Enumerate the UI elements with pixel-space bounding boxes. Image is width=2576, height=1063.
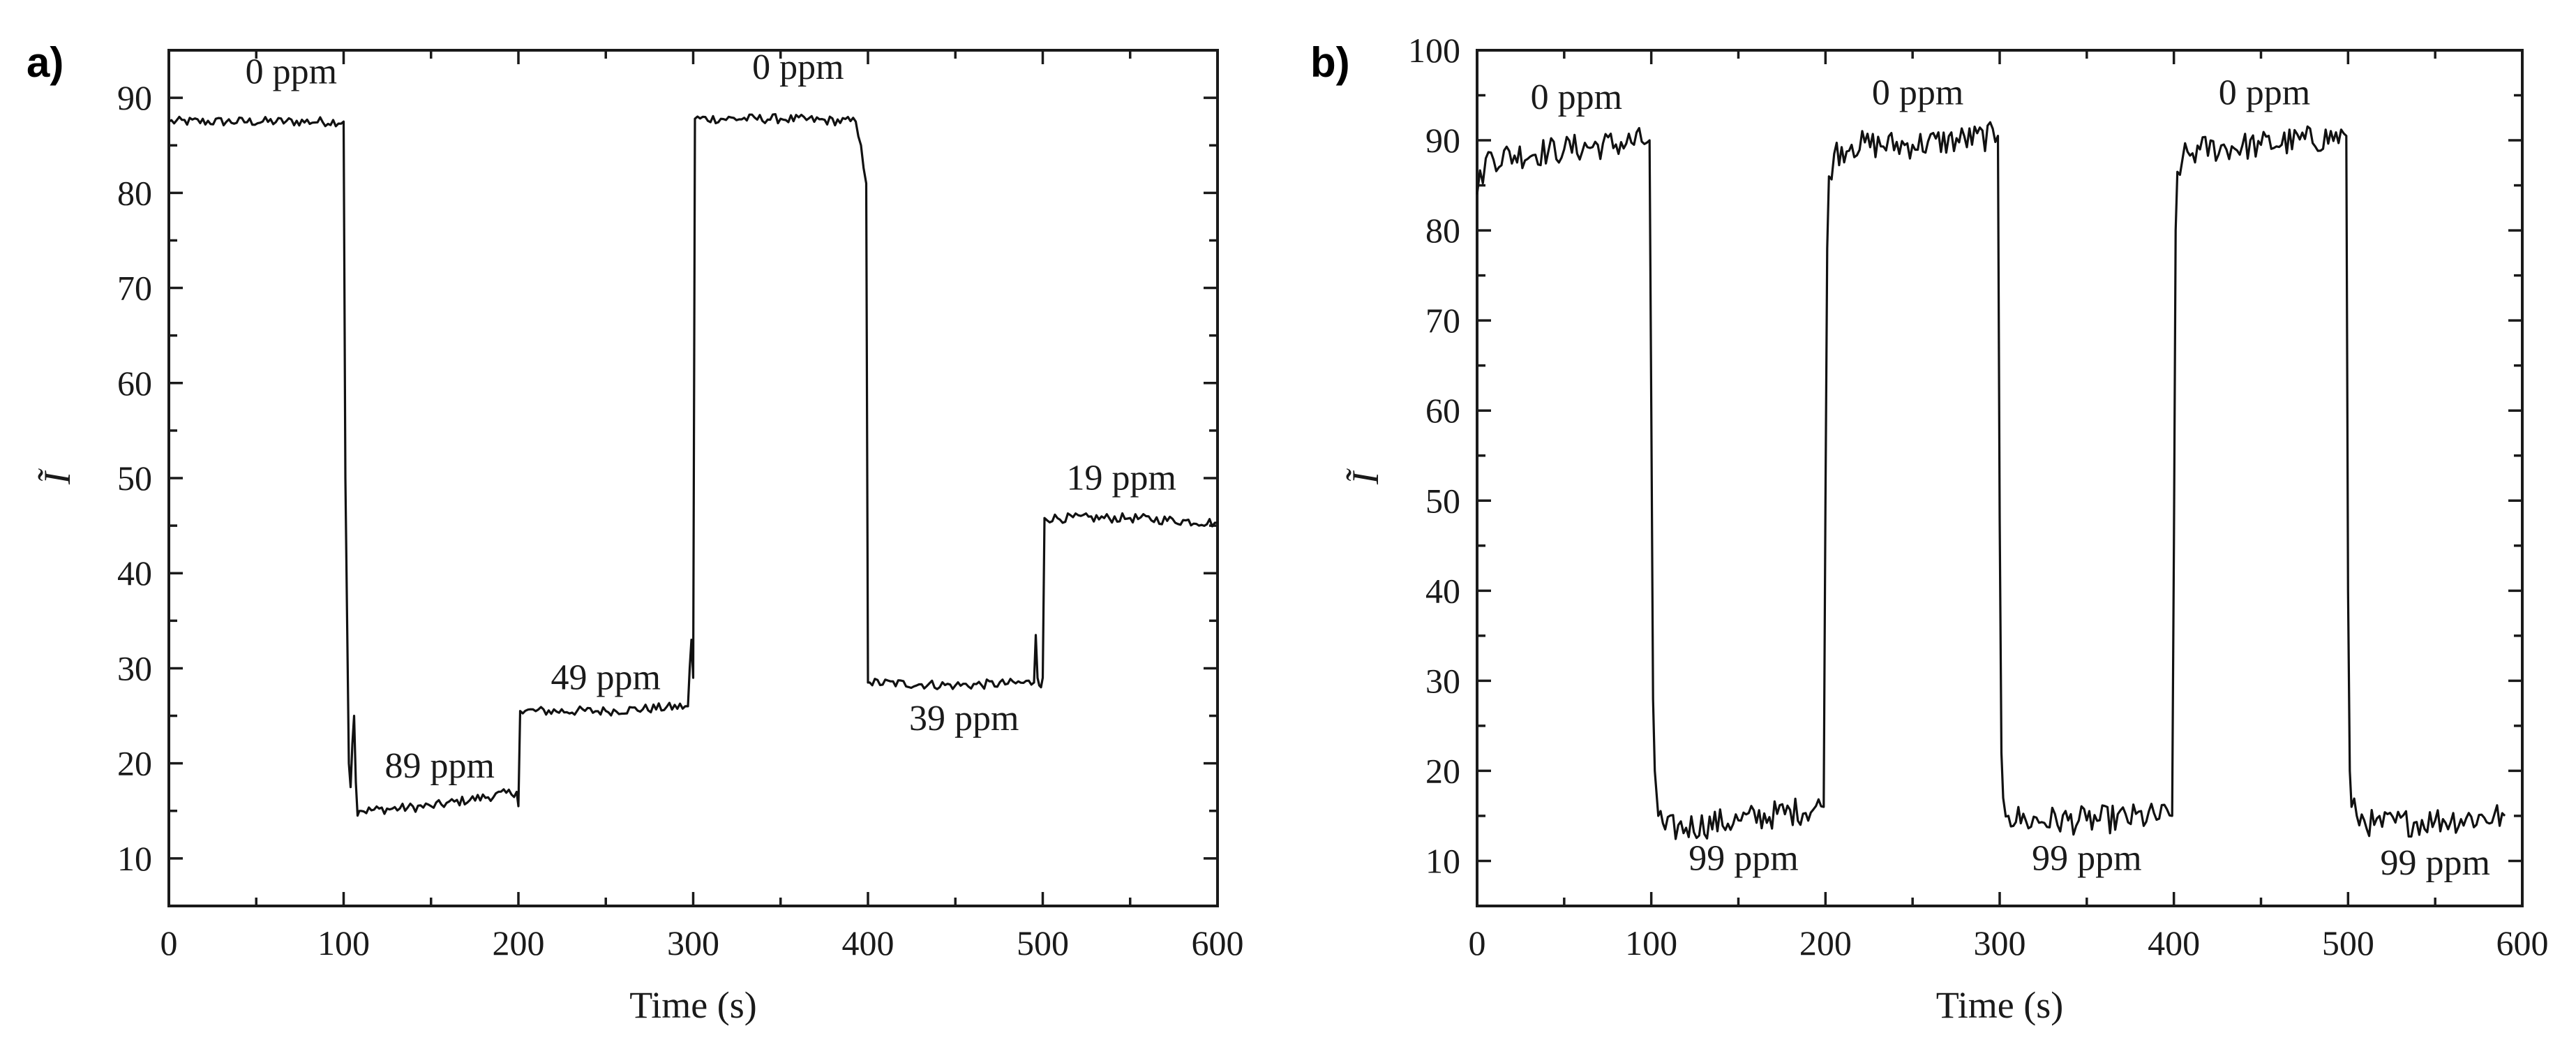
panel-b-y-tick-label: 90	[1425, 121, 1460, 160]
panel-a-annotation: 89 ppm	[385, 746, 495, 786]
panel-b-y-tick-label: 10	[1425, 841, 1460, 880]
panel-b-y-tick-label: 50	[1425, 481, 1460, 520]
panel-b-annotation: 99 ppm	[2032, 838, 2141, 878]
panel-a-x-axis-title: Time (s)	[629, 984, 757, 1026]
panel-b-x-axis-title: Time (s)	[1936, 984, 2064, 1026]
panel-b-x-tick-label: 0	[1469, 923, 1486, 962]
panel-a-x-tick-label: 300	[667, 923, 719, 962]
panel-b-x-tick-label: 500	[2322, 923, 2374, 962]
panel-b-y-tick-label: 20	[1425, 751, 1460, 790]
panel-a-x-tick-label: 600	[1192, 923, 1244, 962]
panel-a-chart: a) 0 100 200 300 400 500 600 10 20 30 40 50 60 70 80 90 T…	[27, 39, 1244, 1026]
panel-a-x-tick-label: 500	[1017, 923, 1069, 962]
panel-b-y-tick-label: 100	[1408, 31, 1460, 70]
panel-b-annotation: 0 ppm	[1531, 77, 1622, 117]
panel-a-x-tick-label: 200	[493, 923, 545, 962]
panel-b-x-tick-label: 100	[1625, 923, 1677, 962]
panel-b-y-axis-title: Ĩ	[1345, 468, 1386, 485]
panel-b-letter: b)	[1310, 39, 1350, 86]
panel-b-y-tick-label: 70	[1425, 301, 1460, 340]
panel-a-annotation: 39 ppm	[909, 699, 1019, 738]
panel-b-x-tick-label: 300	[1974, 923, 2026, 962]
panel-b-x-tick-label: 600	[2496, 923, 2549, 962]
panel-b-x-tick-label: 200	[1799, 923, 1852, 962]
panel-b-y-tick-label: 40	[1425, 571, 1460, 610]
panel-a-annotation: 19 ppm	[1066, 458, 1176, 498]
panel-a-annotation: 49 ppm	[551, 657, 661, 697]
panel-a-y-tick-label: 10	[117, 839, 152, 878]
panel-a-y-tick-label: 60	[117, 364, 152, 403]
panel-a-annotation: 0 ppm	[246, 52, 337, 92]
panel-a-y-tick-label: 90	[117, 78, 152, 117]
panel-b-y-tick-label: 80	[1425, 211, 1460, 250]
panel-b-annotation: 99 ppm	[2380, 843, 2489, 883]
panel-a-y-tick-label: 70	[117, 269, 152, 308]
panel-a-y-tick-label: 30	[117, 648, 152, 687]
panel-b-y-tick-label: 60	[1425, 391, 1460, 430]
panel-a-y-axis-title: Ĩ	[36, 468, 78, 485]
panel-a-y-tick-label: 40	[117, 553, 152, 593]
panel-a-y-tick-label: 80	[117, 173, 152, 212]
panel-b-annotation: 99 ppm	[1688, 838, 1798, 878]
panel-a-series-response	[168, 113, 1218, 817]
panel-a-x-tick-label: 400	[842, 923, 894, 962]
panel-a-y-tick-label: 20	[117, 744, 152, 783]
panel-a-letter: a)	[27, 39, 63, 86]
panel-a-y-tick-label: 50	[117, 459, 152, 498]
panel-a-annotation: 0 ppm	[752, 47, 844, 87]
panel-a-x-tick-label: 0	[160, 923, 178, 962]
panel-a-x-tick-label: 100	[317, 923, 370, 962]
panel-b-series-response	[1476, 121, 2506, 840]
panel-b-chart: b) 0 100 200 300 400 500 600 10 20 30 40 50 60 70 80 90 1…	[1310, 31, 2549, 1026]
panel-b-y-tick-label: 30	[1425, 661, 1460, 700]
panel-b-x-tick-label: 400	[2148, 923, 2200, 962]
panel-b-annotation: 0 ppm	[1872, 73, 1963, 112]
panel-b-annotation: 0 ppm	[2219, 73, 2310, 112]
